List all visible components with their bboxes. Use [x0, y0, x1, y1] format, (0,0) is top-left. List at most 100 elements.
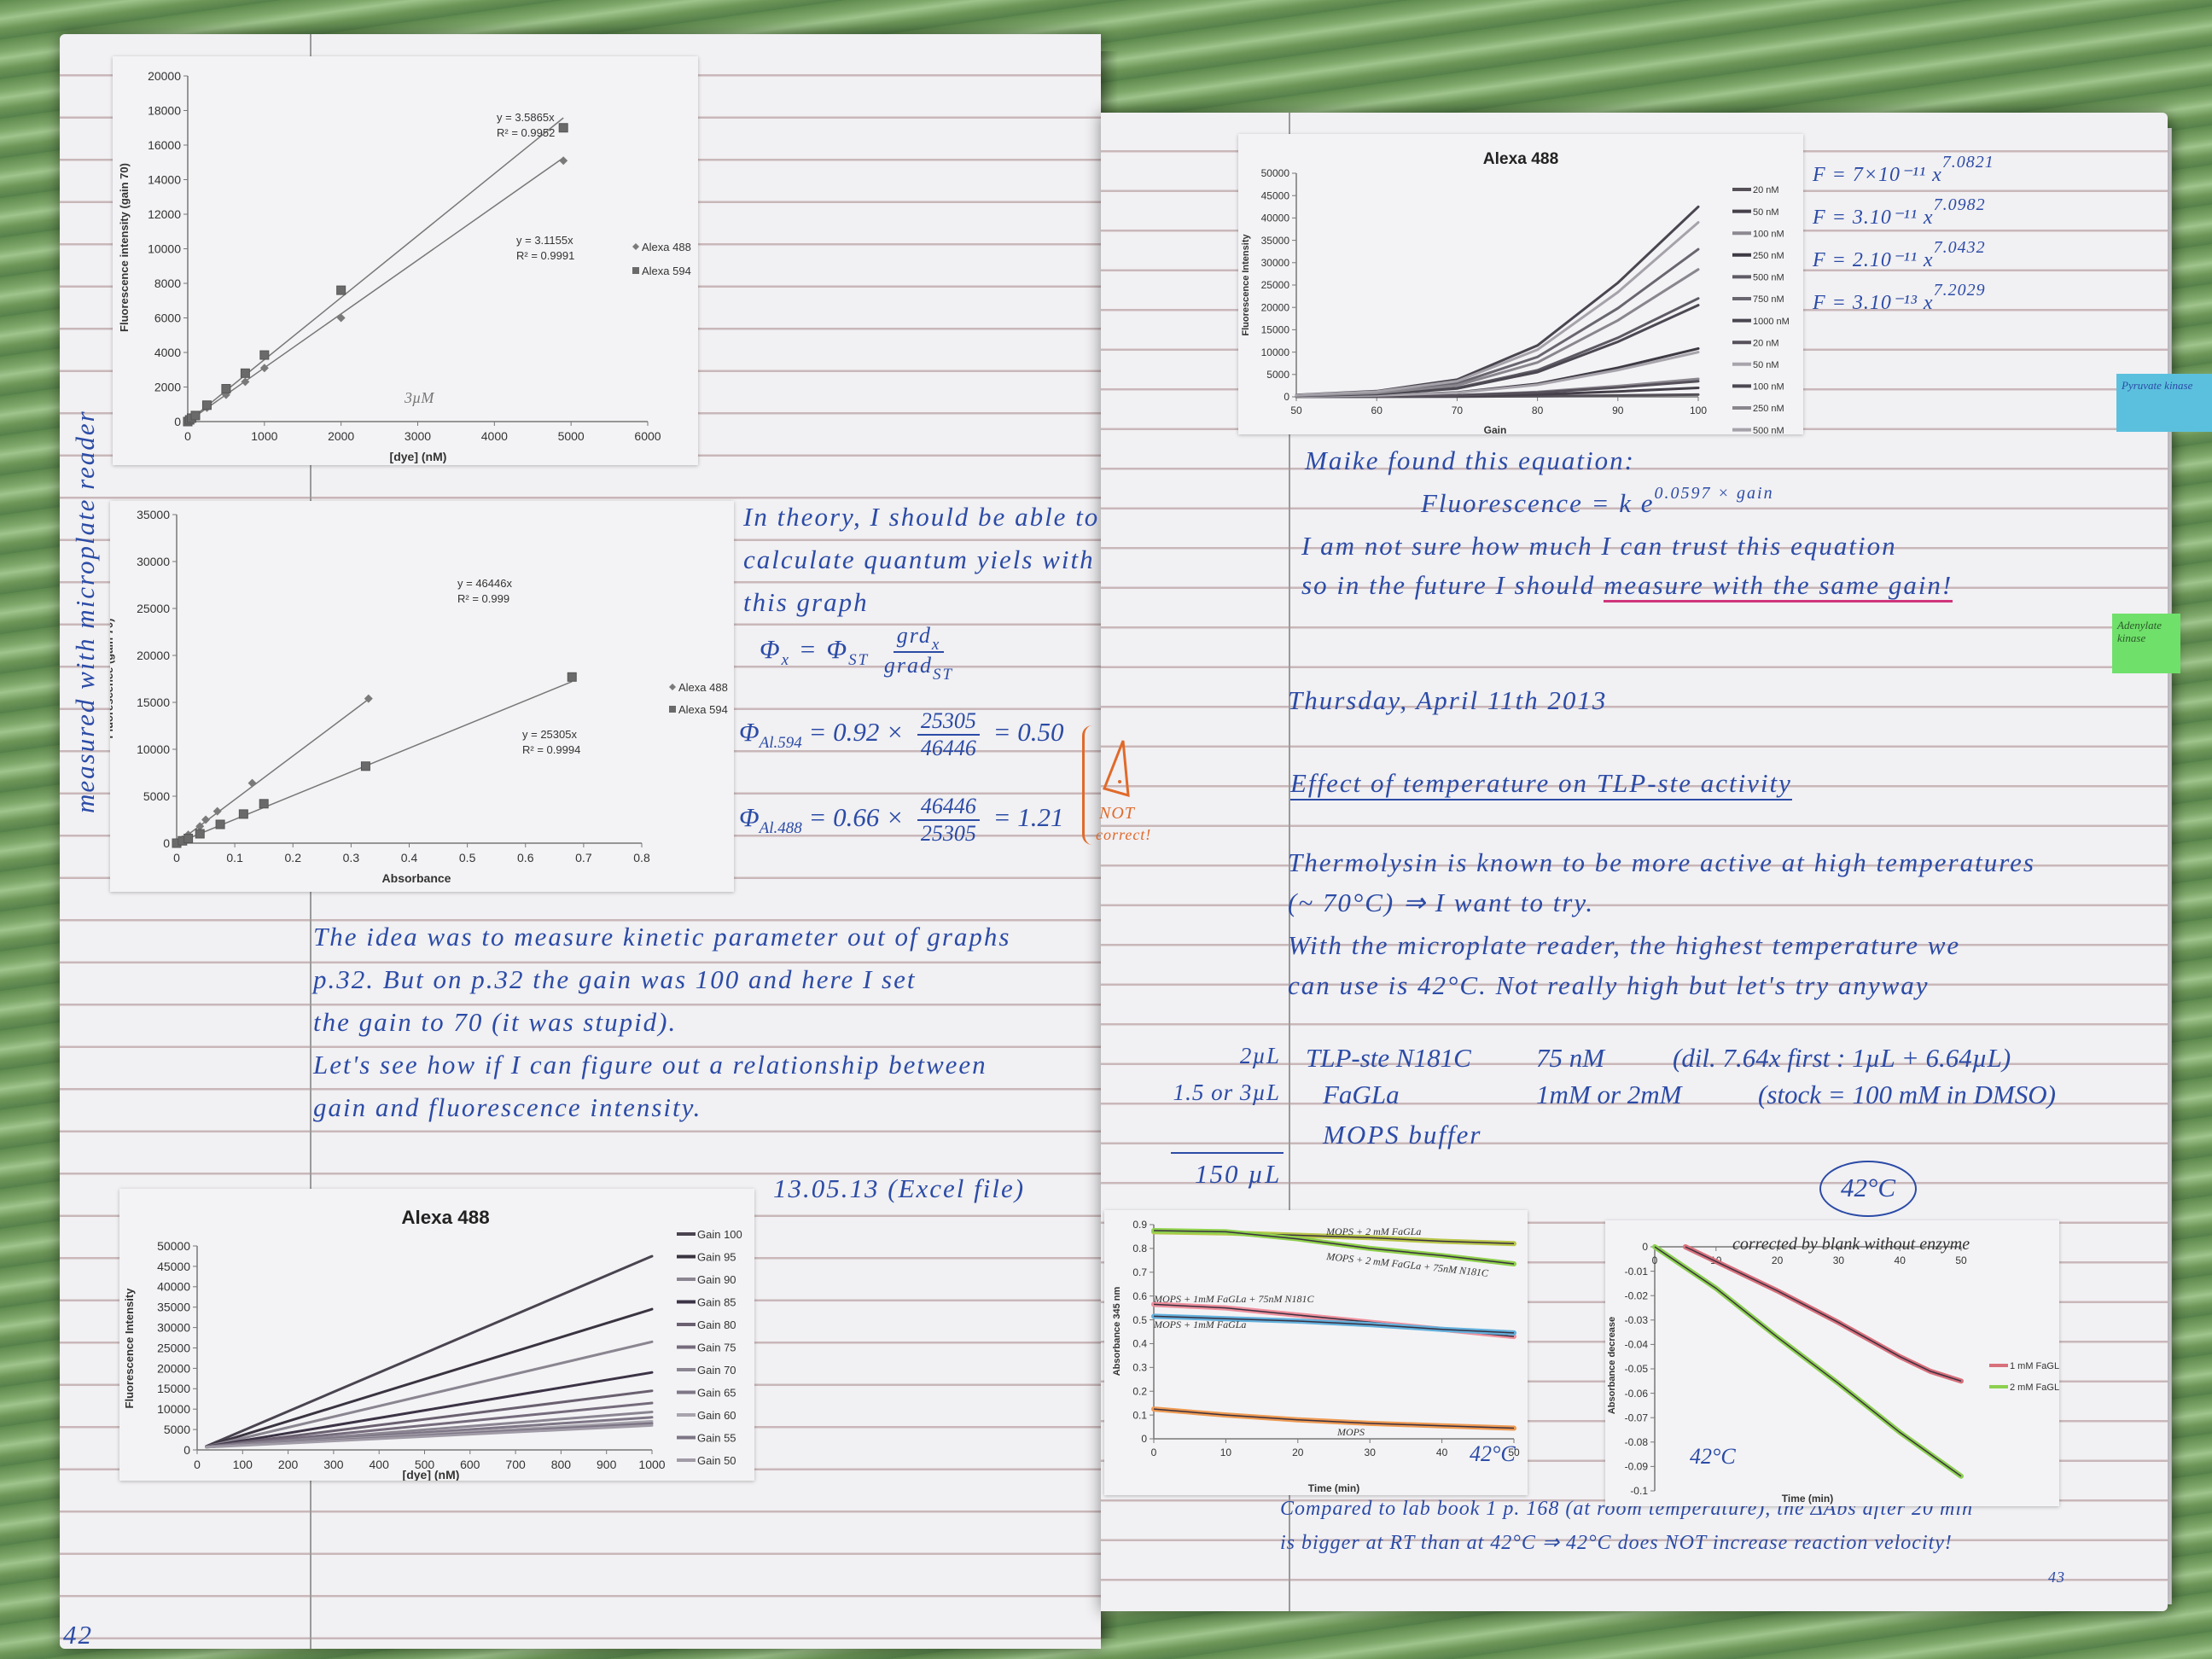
- calc-result: = 1.21: [992, 802, 1064, 833]
- calc-fraction: 46446 25305: [917, 794, 980, 847]
- y-tick-label: 15000: [1261, 324, 1290, 336]
- y-tick-label: 30000: [1261, 257, 1290, 269]
- trendline-equation: y = 25305x: [522, 728, 577, 741]
- y-axis-label: Fluorescence Intensity: [123, 1288, 136, 1409]
- y-tick-label: 12000: [148, 207, 181, 221]
- paragraph-line: With the microplate reader, the highest …: [1288, 930, 1961, 960]
- trust-note-line: I am not sure how much I can trust this …: [1301, 531, 1897, 561]
- total-volume: 150 µL: [1195, 1159, 1282, 1189]
- legend-label: Gain 65: [697, 1386, 736, 1399]
- y-axis-label: Fluorescence (gain 70): [110, 619, 115, 739]
- x-tick-label: 50: [1290, 405, 1302, 416]
- chart-title: Alexa 488: [1483, 150, 1559, 168]
- data-point-diamond: [259, 364, 269, 373]
- gain-curve-chart-svg: 50 60 70 80 90 100 0 5000 10000 15000 20000 25000 30…: [1241, 150, 1790, 434]
- calc-lhs-sub: Al.594: [759, 734, 802, 753]
- fit-equation: F = 2.10⁻¹¹ x7.0432: [1813, 238, 1986, 272]
- y-tick-label: 0.4: [1132, 1338, 1147, 1350]
- y-tick-label: 30000: [137, 555, 170, 568]
- legend-label: 750 nM: [1753, 294, 1784, 305]
- series-line: [1295, 304, 1700, 398]
- fit-equation-base: F = 2.10⁻¹¹ x: [1813, 249, 1934, 271]
- absorbance-chart: 0 0.1 0.2 0.3 0.4 0.5 0.6 0.7 0.8 0 5000 10000 15000…: [110, 501, 734, 892]
- series-line-overlay: [1153, 1408, 1515, 1429]
- series-line: [205, 1389, 654, 1448]
- legend-label: Gain 90: [697, 1273, 736, 1286]
- x-axis-label: Absorbance: [382, 871, 451, 885]
- y-tick-label: 0.9: [1132, 1219, 1147, 1231]
- warning-correct: correct!: [1096, 826, 1152, 843]
- series-line-overlay: [1654, 1246, 1962, 1477]
- x-tick-label: 50: [1955, 1254, 1967, 1266]
- fit-equation-exponent: 7.0982: [1933, 195, 1986, 214]
- legend-label: 50 nM: [1753, 360, 1779, 370]
- y-tick-label: 0.8: [1132, 1243, 1147, 1254]
- legend-label: 1000 nM: [1753, 317, 1790, 327]
- y-tick-label: 10000: [1261, 346, 1290, 358]
- x-tick-label: 20: [1292, 1447, 1304, 1458]
- calc-alexa-488: ΦAl.488 = 0.66 × 46446 25305 = 1.21: [739, 794, 1064, 847]
- legend-label: Gain 95: [697, 1250, 736, 1263]
- dye-concentration-chart-svg: 0 1000 2000 3000 4000 5000 6000 0 2000 4000 6000 80…: [118, 69, 691, 463]
- legend-label: 1 mM FaGLa: [2010, 1361, 2059, 1371]
- data-point-square: [183, 834, 194, 843]
- series-label: MOPS + 2 mM FaGLa: [1325, 1225, 1421, 1237]
- legend-label: 500 nM: [1753, 426, 1784, 434]
- y-tick-label: 6000: [154, 311, 181, 324]
- data-point-square: [240, 368, 250, 378]
- y-tick-label: 10000: [157, 1402, 190, 1416]
- trendline-equation: y = 3.5865x: [497, 111, 555, 124]
- trendline-r2: R² = 0.9994: [522, 743, 580, 756]
- warning-not: NOT: [1099, 804, 1135, 823]
- y-tick-label: 35000: [1261, 235, 1290, 247]
- legend-swatch: [669, 706, 676, 713]
- paragraph-line: (~ 70°C) ⇒ I want to try.: [1288, 888, 1595, 917]
- chart-annotation: 42°C: [1690, 1444, 1736, 1469]
- x-tick-label: 500: [415, 1458, 435, 1471]
- page-number-left: 42: [63, 1620, 93, 1650]
- x-tick-label: 700: [505, 1458, 526, 1471]
- y-tick-label: 45000: [157, 1260, 190, 1273]
- series-line: [205, 1423, 654, 1449]
- conclusion-line: is bigger at RT than at 42°C ⇒ 42°C does…: [1280, 1532, 1953, 1554]
- legend-label: Gain 80: [697, 1318, 736, 1331]
- reagent-name: FaGLa: [1323, 1080, 1400, 1109]
- x-tick-label: 400: [370, 1458, 390, 1471]
- legend-label: Gain 70: [697, 1364, 736, 1377]
- absorbance-chart-svg: 0 0.1 0.2 0.3 0.4 0.5 0.6 0.7 0.8 0 5000 10000 15000…: [110, 508, 728, 885]
- x-axis-label: [dye] (nM): [390, 450, 447, 463]
- x-tick-label: 4000: [481, 429, 508, 443]
- fit-equation-exponent: 7.0432: [1933, 238, 1986, 257]
- reagent-note: (stock = 100 mM in DMSO): [1758, 1080, 2056, 1109]
- legend-label: Alexa 488: [678, 681, 728, 694]
- fit-equation-base: F = 3.10⁻¹³ x: [1813, 292, 1934, 314]
- reagent-name: TLP-ste N181C: [1306, 1043, 1471, 1073]
- total-volume-rule: [1171, 1152, 1284, 1154]
- legend-label: Alexa 594: [678, 703, 728, 716]
- x-tick-label: 0: [1151, 1447, 1157, 1458]
- x-tick-label: 0: [194, 1458, 201, 1471]
- data-point-diamond: [559, 156, 568, 166]
- y-tick-label: 30000: [157, 1321, 190, 1335]
- y-tick-label: -0.03: [1625, 1314, 1649, 1326]
- paragraph-line: Let's see how if I can figure out a rela…: [313, 1050, 987, 1080]
- y-tick-label: 0.3: [1132, 1362, 1147, 1374]
- sticky-tab-green[interactable]: Adenylate kinase: [2112, 614, 2180, 673]
- x-axis-label: [dye] (nM): [403, 1468, 460, 1481]
- legend-label: Gain 55: [697, 1431, 736, 1444]
- x-tick-label: 800: [551, 1458, 572, 1471]
- sticky-tab-blue[interactable]: Pyruvate kinase: [2116, 374, 2212, 432]
- data-point-diamond: [201, 815, 211, 824]
- reagent-volume: 1.5 or 3µL: [1173, 1080, 1280, 1105]
- legend-label: 250 nM: [1753, 251, 1784, 261]
- numerator: 25305: [917, 708, 980, 736]
- series-line-overlay: [1153, 1230, 1515, 1265]
- y-tick-label: -0.06: [1625, 1388, 1649, 1400]
- x-tick-label: 300: [323, 1458, 344, 1471]
- x-tick-label: 0.7: [575, 851, 592, 864]
- y-tick-label: 14000: [148, 172, 181, 186]
- y-tick-label: 25000: [137, 602, 170, 615]
- y-tick-label: 40000: [1261, 212, 1290, 224]
- legend-label: 100 nM: [1753, 382, 1784, 393]
- legend-label: 20 nM: [1753, 185, 1779, 195]
